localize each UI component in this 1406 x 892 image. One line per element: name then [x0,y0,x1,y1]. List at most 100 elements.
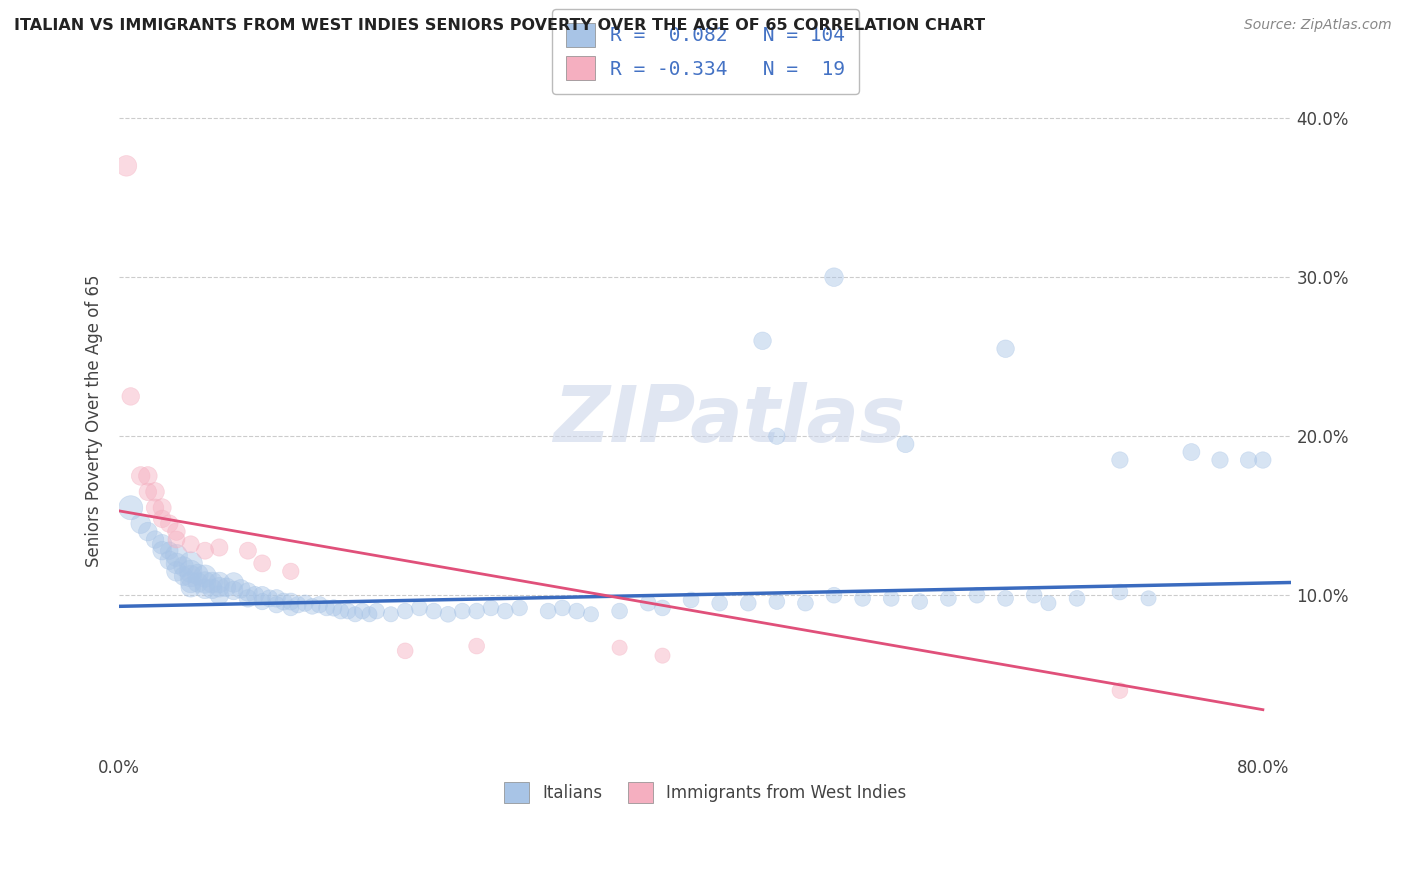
Point [751,334,773,348]
Point [709,596,731,610]
Point [908,594,931,608]
Point [136,484,159,499]
Text: Source: ZipAtlas.com: Source: ZipAtlas.com [1244,18,1392,32]
Point [280,565,302,579]
Point [165,524,187,539]
Point [136,524,159,539]
Point [280,601,302,615]
Point [437,607,460,622]
Point [301,599,323,614]
Point [222,583,245,598]
Point [165,533,187,547]
Point [894,437,917,451]
Point [1237,453,1260,467]
Point [880,591,903,606]
Point [252,557,274,571]
Point [236,585,259,599]
Point [1109,453,1132,467]
Point [329,604,352,618]
Point [1251,453,1274,467]
Point [208,588,231,602]
Point [208,541,231,555]
Point [180,575,202,590]
Point [129,469,152,483]
Point [359,607,381,622]
Point [651,601,673,615]
Point [173,559,195,574]
Point [823,270,845,285]
Point [509,601,531,615]
Point [194,575,217,590]
Point [259,591,281,606]
Point [651,648,673,663]
Point [408,601,430,615]
Point [150,500,173,515]
Point [451,604,474,618]
Point [1038,596,1060,610]
Point [1209,453,1232,467]
Point [115,159,138,173]
Point [1109,683,1132,698]
Point [150,543,173,558]
Point [1066,591,1088,606]
Point [938,591,960,606]
Point [243,588,266,602]
Point [157,553,180,567]
Point [681,593,703,607]
Point [136,469,159,483]
Point [315,601,337,615]
Point [766,429,789,443]
Point [187,567,209,582]
Point [565,604,588,618]
Point [201,582,224,596]
Point [537,604,560,618]
Point [1137,591,1160,606]
Point [266,598,288,612]
Point [165,565,187,579]
Point [1109,585,1132,599]
Point [637,596,659,610]
Point [465,639,488,653]
Point [737,596,759,610]
Text: ITALIAN VS IMMIGRANTS FROM WEST INDIES SENIORS POVERTY OVER THE AGE OF 65 CORREL: ITALIAN VS IMMIGRANTS FROM WEST INDIES S… [14,18,986,33]
Point [236,543,259,558]
Point [180,580,202,594]
Point [194,543,217,558]
Point [1024,588,1046,602]
Point [994,591,1017,606]
Point [187,575,209,590]
Point [208,580,231,594]
Point [366,604,388,618]
Point [344,607,367,622]
Point [380,607,402,622]
Point [173,569,195,583]
Point [465,604,488,618]
Point [966,588,988,602]
Point [852,591,875,606]
Text: ZIPatlas: ZIPatlas [553,383,905,458]
Point [494,604,516,618]
Point [143,500,166,515]
Point [120,389,142,403]
Point [150,512,173,526]
Point [157,543,180,558]
Point [294,596,316,610]
Point [337,604,360,618]
Y-axis label: Seniors Poverty Over the Age of 65: Seniors Poverty Over the Age of 65 [86,274,103,566]
Point [394,604,416,618]
Point [180,557,202,571]
Point [479,601,502,615]
Point [823,588,845,602]
Point [222,575,245,590]
Point [165,557,187,571]
Point [165,549,187,563]
Point [120,500,142,515]
Point [551,601,574,615]
Point [287,598,309,612]
Point [150,537,173,551]
Point [308,598,330,612]
Point [609,640,631,655]
Point [252,594,274,608]
Point [180,537,202,551]
Legend: Italians, Immigrants from West Indies: Italians, Immigrants from West Indies [495,772,917,813]
